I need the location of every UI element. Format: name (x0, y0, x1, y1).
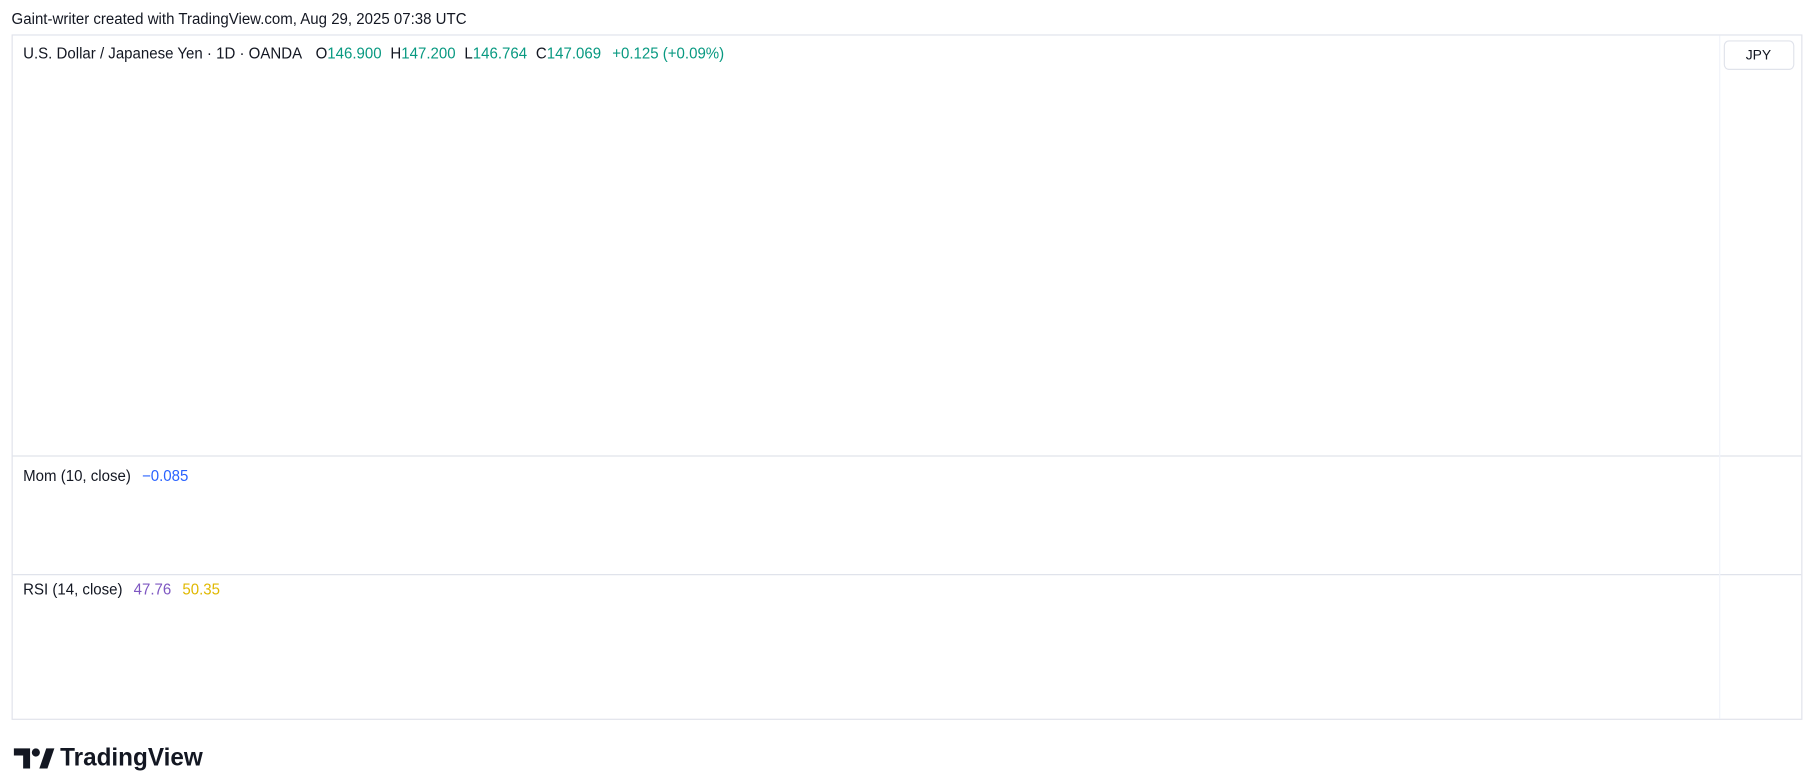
legend: U.S. Dollar / Japanese Yen · 1D · OANDA … (23, 45, 724, 62)
ohlc-value: 147.200 (401, 45, 455, 62)
ohlc-key: O (316, 45, 328, 62)
indicator-value: 50.35 (182, 582, 220, 599)
ohlc-value: 147.069 (547, 45, 601, 62)
ohlc-key: H (390, 45, 401, 62)
ohlc-value: 146.764 (473, 45, 528, 62)
logo-icon (39, 748, 55, 769)
logo-icon (31, 748, 40, 757)
change: +0.125 (+0.09%) (612, 45, 724, 62)
logo-icon (13, 748, 31, 769)
currency-label[interactable]: JPY (1746, 46, 1772, 62)
currency-button[interactable] (1723, 40, 1795, 70)
logo-text: TradingView (60, 744, 203, 771)
indicator-legend: Mom (10, close) −0.085 (23, 468, 188, 485)
indicator-title: RSI (14, close) (23, 582, 122, 599)
footer-logo: TradingView (13, 744, 204, 772)
indicator-value: 47.76 (134, 582, 172, 599)
chart-frame (11, 34, 1803, 720)
indicator-value: −0.085 (142, 468, 188, 485)
indicator-legend: RSI (14, close) 47.76 50.35 (23, 582, 220, 599)
ohlc-key: L (464, 45, 472, 62)
attribution: Gaint-writer created with TradingView.co… (12, 11, 467, 28)
indicator-title: Mom (10, close) (23, 468, 131, 485)
ohlc-value: 146.900 (327, 45, 381, 62)
symbol-title: U.S. Dollar / Japanese Yen · 1D · OANDA (23, 45, 303, 62)
ohlc-key: C (536, 45, 547, 62)
